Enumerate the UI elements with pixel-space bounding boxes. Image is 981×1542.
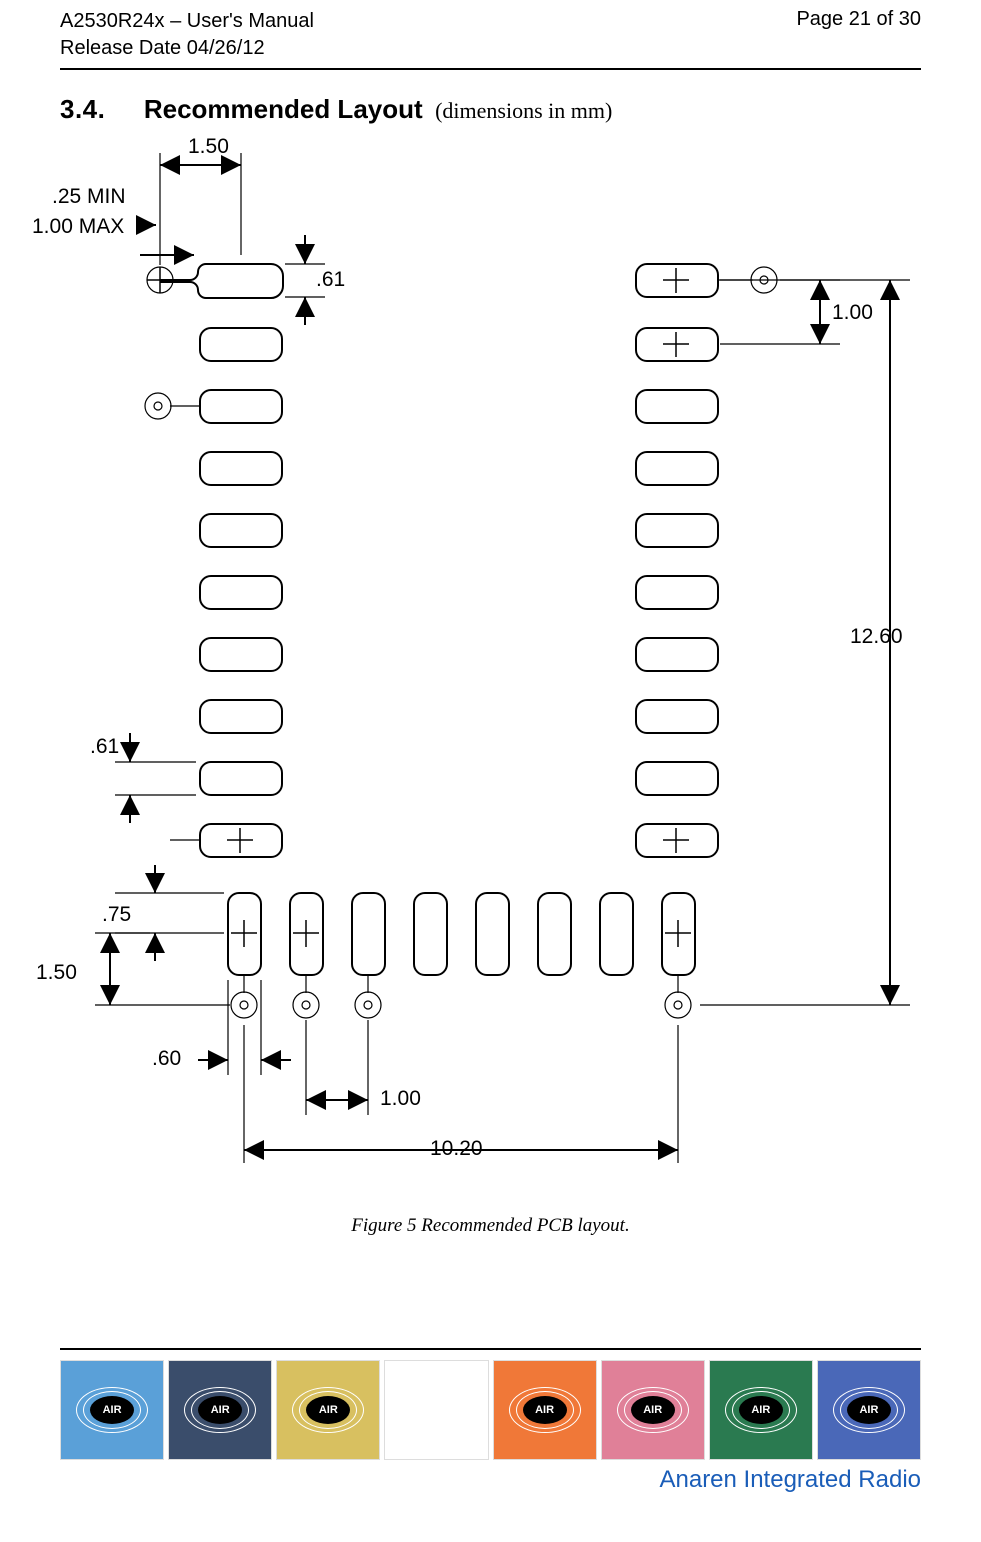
left-pads <box>145 264 283 857</box>
figure-caption: Figure 5 Recommended PCB layout. <box>60 1215 921 1237</box>
dim-1.00-bot: 1.00 <box>380 1087 421 1111</box>
footer-tile: AIR <box>601 1360 705 1460</box>
bottom-pads <box>228 893 695 1018</box>
dim-1.00-right: 1.00 <box>832 301 873 325</box>
right-pads <box>636 264 777 857</box>
section-heading: 3.4. Recommended Layout (dimensions in m… <box>60 94 921 125</box>
dim-.60: .60 <box>152 1047 181 1071</box>
dim-10.20: 10.20 <box>430 1137 483 1161</box>
footer-image-strip: AIR AIR AIR AIR AIR AIR AIR <box>60 1360 921 1460</box>
footer-rule <box>60 1348 921 1350</box>
page-header: A2530R24x – User's Manual Release Date 0… <box>60 0 921 70</box>
page-number: Page 21 of 30 <box>796 8 921 62</box>
brand-tagline: Anaren Integrated Radio <box>0 1466 921 1494</box>
dim-.25-min: .25 MIN <box>52 185 126 209</box>
footer-tile: AIR <box>168 1360 272 1460</box>
section-number: 3.4. <box>60 94 105 124</box>
footer-tile: AIR <box>817 1360 921 1460</box>
header-title-block: A2530R24x – User's Manual Release Date 0… <box>60 8 314 62</box>
dim-.61-top: .61 <box>316 268 345 292</box>
footer-tile: AIR <box>276 1360 380 1460</box>
footer-tile <box>384 1360 488 1460</box>
dim-1.50-left: 1.50 <box>36 961 77 985</box>
dim-.75: .75 <box>102 903 131 927</box>
footer-tile: AIR <box>60 1360 164 1460</box>
layout-diagram: 1.50 .25 MIN 1.00 MAX .61 1.00 12.60 .61… <box>60 135 920 1195</box>
dim-12.60: 12.60 <box>850 625 903 649</box>
footer-tile: AIR <box>493 1360 597 1460</box>
dim-1.50-top: 1.50 <box>188 135 229 159</box>
diagram-svg <box>60 135 920 1195</box>
dim-.61-left: .61 <box>90 735 119 759</box>
doc-title: A2530R24x – User's Manual <box>60 8 314 35</box>
footer-tile: AIR <box>709 1360 813 1460</box>
dim-1.00-max: 1.00 MAX <box>32 215 124 239</box>
release-date: Release Date 04/26/12 <box>60 35 314 62</box>
page-footer: AIR AIR AIR AIR AIR AIR AIR Anaren Integ… <box>0 1348 981 1494</box>
section-title: Recommended Layout <box>144 94 423 124</box>
section-units: (dimensions in mm) <box>435 98 612 123</box>
